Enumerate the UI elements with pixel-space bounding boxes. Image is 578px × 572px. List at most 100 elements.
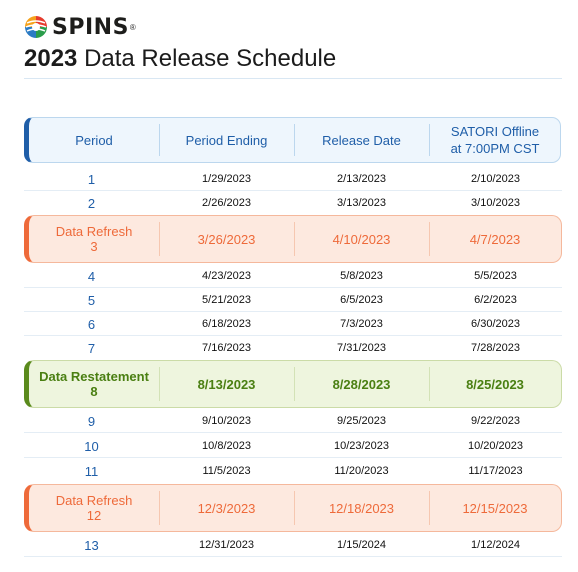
satori-offline: 5/5/2023 <box>474 270 517 282</box>
table-row: 10 10/8/2023 10/23/2023 10/20/2023 <box>24 434 562 458</box>
data-refresh-row: Data Refresh 12 12/3/2023 12/18/2023 12/… <box>24 484 562 532</box>
period-number: 5 <box>87 292 96 308</box>
period-number: 11 <box>84 463 99 479</box>
release-date: 11/20/2023 <box>334 465 389 477</box>
table-row: 5 5/21/2023 6/5/2023 6/2/2023 <box>24 288 562 312</box>
period-ending: 3/26/2023 <box>197 231 256 247</box>
period-cell: Data Restatement 8 <box>29 361 159 407</box>
spins-logo: SPINS ® <box>24 14 136 40</box>
period-ending: 7/16/2023 <box>202 342 251 354</box>
row-divider <box>24 190 562 191</box>
period-number: 13 <box>84 537 99 553</box>
period-number: 9 <box>87 413 96 429</box>
header-divider <box>294 124 295 156</box>
period-number: 4 <box>87 268 96 284</box>
satori-offline: 6/2/2023 <box>474 294 517 306</box>
period-ending: 8/13/2023 <box>197 376 256 392</box>
data-refresh-row: Data Refresh 3 3/26/2023 4/10/2023 4/7/2… <box>24 215 562 263</box>
table-row: 7 7/16/2023 7/31/2023 7/28/2023 <box>24 336 562 360</box>
satori-offline: 6/30/2023 <box>471 318 520 330</box>
cell-divider <box>294 491 295 525</box>
row-divider <box>24 556 562 557</box>
table-row: 2 2/26/2023 3/13/2023 3/10/2023 <box>24 191 562 215</box>
title-divider <box>24 78 562 79</box>
period-ending: 9/10/2023 <box>202 415 251 427</box>
satori-offline: 2/10/2023 <box>471 173 520 185</box>
period-number: 7 <box>87 340 96 356</box>
table-row: 1 1/29/2023 2/13/2023 2/10/2023 <box>24 167 562 191</box>
row-divider <box>24 432 562 433</box>
release-date: 4/10/2023 <box>332 231 391 247</box>
period-ending: 5/21/2023 <box>202 294 251 306</box>
period-number: 12 <box>86 508 102 523</box>
satori-offline: 4/7/2023 <box>469 231 521 247</box>
release-date: 1/15/2024 <box>337 539 386 551</box>
release-date: 10/23/2023 <box>333 440 390 452</box>
release-date: 3/13/2023 <box>337 197 386 209</box>
release-date: 9/25/2023 <box>337 415 386 427</box>
period-number: 1 <box>87 171 96 187</box>
table-row: 9 9/10/2023 9/25/2023 9/22/2023 <box>24 409 562 433</box>
release-date: 8/28/2023 <box>332 376 391 392</box>
cell-divider <box>429 222 430 256</box>
satori-offline: 9/22/2023 <box>471 415 520 427</box>
cell-divider <box>294 222 295 256</box>
release-date: 7/31/2023 <box>337 342 386 354</box>
period-ending: 12/31/2023 <box>198 539 255 551</box>
header-divider <box>159 124 160 156</box>
period-cell: Data Refresh 12 <box>29 485 159 531</box>
period-number: 10 <box>84 438 99 454</box>
header-satori-offline: SATORI Offline at 7:00PM CST <box>429 118 561 162</box>
period-ending: 6/18/2023 <box>202 318 251 330</box>
header-satori-offline-line1: SATORI Offline <box>450 124 540 139</box>
title-text: Data Release Schedule <box>84 45 337 72</box>
period-ending: 10/8/2023 <box>202 440 251 452</box>
header-satori-offline-line2: at 7:00PM CST <box>450 141 540 156</box>
satori-offline: 8/25/2023 <box>466 376 524 392</box>
release-date: 12/18/2023 <box>328 500 395 516</box>
table-row: 4 4/23/2023 5/8/2023 5/5/2023 <box>24 264 562 288</box>
table-row: 13 12/31/2023 1/15/2024 1/12/2024 <box>24 533 562 557</box>
cell-divider <box>159 367 160 401</box>
row-divider <box>24 287 562 288</box>
period-ending: 11/5/2023 <box>202 465 251 477</box>
brand-name: SPINS <box>52 14 129 40</box>
page-title: 2023 Data Release Schedule <box>24 45 336 73</box>
period-ending: 1/29/2023 <box>202 173 251 185</box>
period-ending: 2/26/2023 <box>202 197 251 209</box>
period-ending: 4/23/2023 <box>202 270 251 282</box>
release-date: 2/13/2023 <box>337 173 386 185</box>
header-release-date: Release Date <box>322 132 401 148</box>
data-restatement-row: Data Restatement 8 8/13/2023 8/28/2023 8… <box>24 360 562 408</box>
row-divider <box>24 457 562 458</box>
cell-divider <box>429 491 430 525</box>
cell-divider <box>159 491 160 525</box>
spins-globe-icon <box>25 16 47 38</box>
release-date: 6/5/2023 <box>340 294 383 306</box>
row-label: Data Refresh <box>55 224 133 239</box>
satori-offline: 3/10/2023 <box>471 197 520 209</box>
table-row: 11 11/5/2023 11/20/2023 11/17/2023 <box>24 459 562 483</box>
header-divider <box>429 124 430 156</box>
satori-offline: 12/15/2023 <box>462 500 528 516</box>
cell-divider <box>159 222 160 256</box>
satori-offline: 10/20/2023 <box>467 440 524 452</box>
period-number: 2 <box>87 195 96 211</box>
row-divider <box>24 335 562 336</box>
cell-divider <box>294 367 295 401</box>
brand-registered-mark: ® <box>129 22 136 32</box>
table-row: 6 6/18/2023 7/3/2023 6/30/2023 <box>24 312 562 336</box>
title-year: 2023 <box>24 45 78 72</box>
row-label: Data Refresh <box>55 493 133 508</box>
period-number: 3 <box>90 239 98 254</box>
header-period-ending: Period Ending <box>185 132 268 148</box>
satori-offline: 11/17/2023 <box>468 465 523 477</box>
satori-offline: 1/12/2024 <box>471 539 520 551</box>
period-ending: 12/3/2023 <box>197 500 256 516</box>
period-number: 6 <box>87 316 96 332</box>
row-divider <box>24 311 562 312</box>
header-period: Period <box>75 132 113 148</box>
release-date: 7/3/2023 <box>340 318 383 330</box>
satori-offline: 7/28/2023 <box>471 342 520 354</box>
release-date: 5/8/2023 <box>340 270 383 282</box>
